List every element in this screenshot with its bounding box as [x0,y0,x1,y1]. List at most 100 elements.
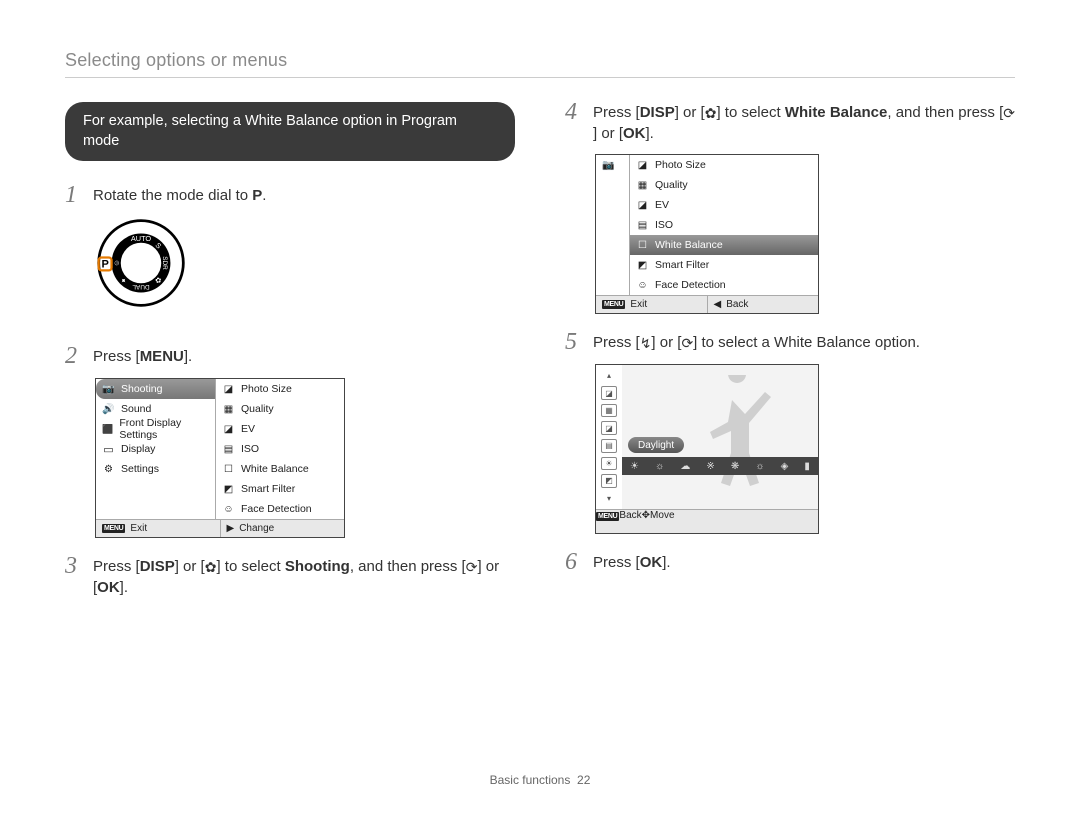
item-icon [636,240,649,251]
step-text: Rotate the mode dial to P. [93,185,515,206]
side-icon: ◪ [601,386,617,400]
item-icon [102,444,115,455]
menu-item: Photo Size [216,379,344,399]
step-5: 5 Press [↯] or [⟳] to select a White Bal… [565,332,1015,354]
flash-icon: ↯ [640,336,652,350]
lcd-menu-screenshot-2: Photo SizeQualityEVISOWhite BalanceSmart… [595,154,819,314]
text: Press [ [93,558,140,575]
step-text: Press [OK]. [593,552,1015,573]
left-column: For example, selecting a White Balance o… [65,102,515,598]
page-footer: Basic functions 22 [0,773,1080,787]
move-icon: ✥ [642,510,650,521]
wb-option-icon: ※ [706,461,714,472]
step-number: 1 [65,183,83,207]
item-label: Smart Filter [655,259,709,271]
item-label: ISO [241,443,259,455]
item-label: White Balance [655,239,723,251]
text: ] or [ [651,334,681,351]
item-label: Shooting [121,383,162,395]
menu-badge-icon: MENU [602,300,625,309]
svg-text:P: P [101,259,108,271]
label: Move [650,510,674,521]
side-icon: ☀ [601,457,617,471]
side-cam-icon [596,155,629,175]
menu-badge-icon: MENU [596,512,619,521]
text: ]. [120,579,128,596]
item-label: Front Display Settings [119,417,209,441]
ok-key: OK [623,125,646,142]
mode-dial-illustration: AUTO S SDR ✿ DUAL ✦ ☺ P [95,217,187,309]
item-label: Settings [121,463,159,475]
lcd-foot-back: MENUBack [596,510,642,533]
menu-item: Front Display Settings [96,419,215,439]
side-icon: ▦ [601,404,617,418]
right-column: 4 Press [DISP] or [✿] to select White Ba… [565,102,1015,598]
step-3: 3 Press [DISP] or [✿] to select Shooting… [65,556,515,598]
menu-item: EV [216,419,344,439]
menu-item: Shooting [96,379,215,399]
side-icon: ◩ [601,474,617,488]
item-label: Photo Size [241,383,292,395]
text: ]. [662,554,670,571]
label: Exit [630,299,647,310]
item-label: White Balance [241,463,309,475]
menu-item: Smart Filter [630,255,818,275]
svg-text:☺: ☺ [112,259,121,267]
text: , and then press [ [350,558,466,575]
wb-options-strip: ☀☼☁※❋☼◈▮ [622,457,818,475]
menu-item: Smart Filter [216,479,344,499]
text: ] to select [716,104,784,121]
bold-target: White Balance [785,104,888,121]
item-icon [102,424,113,435]
step-2: 2 Press [MENU]. [65,346,515,368]
label: Back [726,299,748,310]
item-icon [102,384,115,395]
text: ] or [ [593,125,623,142]
svg-text:SDR: SDR [161,256,168,270]
footer-section: Basic functions [490,773,571,787]
lcd-foot-move: ✥Move [642,510,675,533]
timer-icon: ⟳ [466,560,478,574]
mode-p-key: P [252,187,262,204]
lcd-menu-screenshot-1: ShootingSoundFront Display SettingsDispl… [95,378,345,538]
lcd-foot-back: ◀ Back [707,296,819,313]
menu-item: Face Detection [630,275,818,295]
left-arrow-icon: ◀ [714,299,722,310]
step-text: Press [DISP] or [✿] to select Shooting, … [93,556,515,598]
menu-item: ISO [630,215,818,235]
wb-selected-label: Daylight [628,437,684,453]
right-arrow-icon: ▶ [227,523,235,534]
side-icon: ◪ [601,421,617,435]
step-text: Press [↯] or [⟳] to select a White Balan… [593,332,1015,353]
text: . [262,187,266,204]
bold-target: Shooting [285,558,350,575]
wb-option-icon: ☼ [655,461,664,472]
lcd-foot-change: ▶ Change [220,520,345,537]
menu-item: Display [96,439,215,459]
text: ]. [646,125,654,142]
lcd-foot-exit: MENUExit [96,520,220,537]
item-icon [222,484,235,495]
text: ]. [184,348,192,365]
item-label: Smart Filter [241,483,295,495]
wb-option-icon: ❋ [731,461,739,472]
footer-page: 22 [577,773,590,787]
item-icon [636,260,649,271]
lcd-whitebalance-screenshot: ▴◪▦◪▤☀◩▾ Daylight ☀☼☁※❋☼◈▮ MENUBack ✥Mov… [595,364,819,534]
text: ] or [ [675,104,705,121]
disp-key: DISP [640,104,675,121]
item-icon [636,200,649,211]
silhouette-illustration [682,375,792,500]
step-number: 3 [65,554,83,578]
item-icon [222,504,235,515]
item-icon [222,444,235,455]
timer-icon: ⟳ [681,336,693,350]
lcd-foot-exit: MENU Exit [596,296,707,313]
item-icon [636,280,649,291]
item-icon [636,160,649,171]
label: Change [239,523,274,534]
step-text: Press [MENU]. [93,346,515,367]
item-label: Quality [655,179,688,191]
wb-option-icon: ☁ [680,461,690,472]
step-4: 4 Press [DISP] or [✿] to select White Ba… [565,102,1015,144]
